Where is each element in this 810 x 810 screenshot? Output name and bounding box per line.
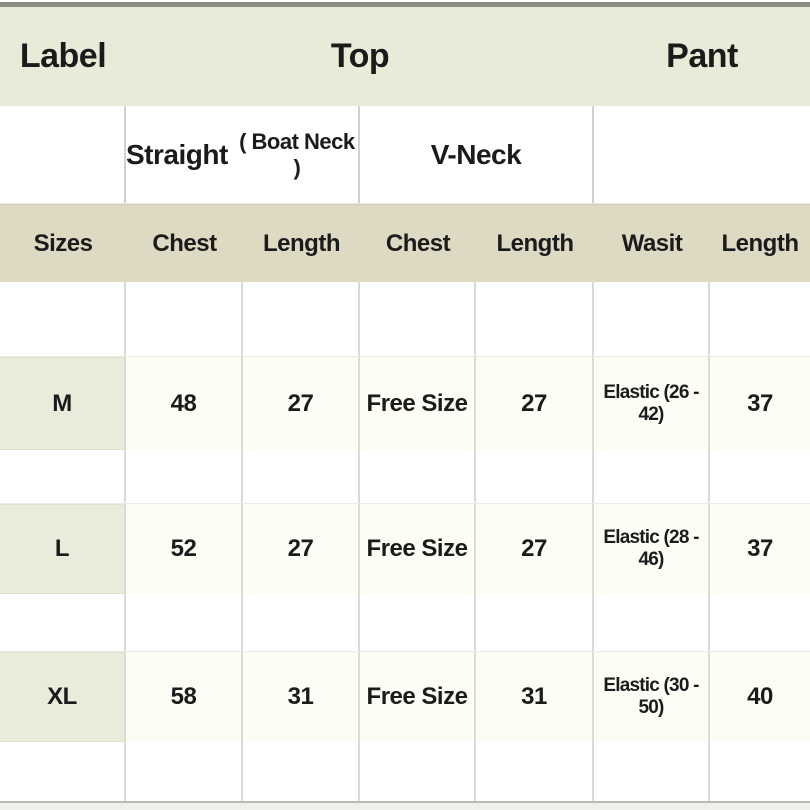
spacer-cell xyxy=(0,282,126,356)
spacer-cell xyxy=(594,742,710,801)
title-pant: Pant xyxy=(666,37,738,75)
spacer-row xyxy=(0,742,810,801)
cell-length-vneck: 27 xyxy=(476,504,594,594)
spacer-cell xyxy=(243,450,360,503)
col-header-wasit: Wasit xyxy=(621,229,683,257)
spacer-cell xyxy=(0,742,126,801)
spacer-cell xyxy=(0,594,126,651)
spacer-cell xyxy=(243,594,360,651)
cell-length-vneck: 31 xyxy=(476,652,594,742)
cell-length-straight: 27 xyxy=(243,504,360,594)
cell-length-straight: 31 xyxy=(243,652,360,742)
bottom-border-line xyxy=(0,801,810,803)
col-header-length-pant: Length xyxy=(721,229,799,257)
spacer-cell xyxy=(243,282,360,356)
spacer-cell xyxy=(126,282,243,356)
cell-length-pant: 37 xyxy=(710,504,810,594)
column-header-row: Sizes Chest Length Chest Length Wasit Le… xyxy=(0,204,810,282)
bottom-strip xyxy=(0,803,810,810)
col-header-chest-vneck: Chest xyxy=(385,229,451,257)
col-header-chest-straight: Chest xyxy=(152,229,217,257)
spacer-cell xyxy=(476,282,594,356)
cell-chest-straight: 58 xyxy=(126,652,243,742)
cell-length-pant: 37 xyxy=(710,357,810,450)
top-border-bar xyxy=(0,2,810,7)
col-header-sizes: Sizes xyxy=(33,229,93,257)
spacer-cell xyxy=(0,450,126,503)
title-label: Label xyxy=(19,37,107,75)
spacer-cell xyxy=(360,742,476,801)
spacer-row xyxy=(0,450,810,504)
spacer-cell xyxy=(476,594,594,651)
spacer-cell xyxy=(710,450,810,503)
spacer-cell xyxy=(243,742,360,801)
spacer-cell xyxy=(360,450,476,503)
col-header-length-straight: Length xyxy=(263,229,340,257)
cell-chest-vneck: Free Size xyxy=(360,652,476,742)
subhead-straight: Straight ( Boat Neck ) xyxy=(126,106,360,203)
size-label: M xyxy=(0,357,126,450)
spacer-cell xyxy=(476,742,594,801)
cell-chest-vneck: Free Size xyxy=(360,357,476,450)
spacer-cell xyxy=(594,450,710,503)
cell-length-straight: 27 xyxy=(243,357,360,450)
spacer-cell xyxy=(710,742,810,801)
top-gap xyxy=(0,0,810,2)
cell-chest-straight: 48 xyxy=(126,357,243,450)
spacer-cell xyxy=(594,594,710,651)
spacer-cell xyxy=(126,450,243,503)
spacer-cell xyxy=(710,282,810,356)
spacer-cell xyxy=(360,282,476,356)
cell-waist: Elastic (28 - 46) xyxy=(594,504,710,594)
spacer-cell xyxy=(126,594,243,651)
cell-waist: Elastic (26 - 42) xyxy=(594,357,710,450)
spacer-row xyxy=(0,282,810,357)
spacer-cell xyxy=(594,282,710,356)
title-top: Top xyxy=(330,37,390,75)
spacer-cell xyxy=(126,742,243,801)
cell-length-vneck: 27 xyxy=(476,357,594,450)
cell-chest-straight: 52 xyxy=(126,504,243,594)
spacer-cell xyxy=(360,594,476,651)
table-row-l: L 52 27 Free Size 27 Elastic (28 - 46) 3… xyxy=(0,504,810,594)
subhead-row: Straight ( Boat Neck ) V-Neck xyxy=(0,106,810,204)
cell-waist: Elastic (30 - 50) xyxy=(594,652,710,742)
size-label: XL xyxy=(0,652,126,742)
size-label: L xyxy=(0,504,126,594)
subhead-straight-note: ( Boat Neck ) xyxy=(239,128,355,180)
spacer-cell xyxy=(476,450,594,503)
cell-chest-vneck: Free Size xyxy=(360,504,476,594)
subhead-empty-left xyxy=(0,106,126,203)
cell-length-pant: 40 xyxy=(710,652,810,742)
col-header-length-vneck: Length xyxy=(496,229,574,257)
spacer-row xyxy=(0,594,810,652)
table-row-xl: XL 58 31 Free Size 31 Elastic (30 - 50) … xyxy=(0,652,810,742)
title-row: Label Top Pant xyxy=(0,7,810,106)
subhead-empty-right xyxy=(594,106,810,203)
subhead-vneck: V-Neck xyxy=(360,106,594,203)
spacer-cell xyxy=(710,594,810,651)
subhead-straight-label: Straight xyxy=(126,138,228,170)
table-row-m: M 48 27 Free Size 27 Elastic (26 - 42) 3… xyxy=(0,357,810,450)
